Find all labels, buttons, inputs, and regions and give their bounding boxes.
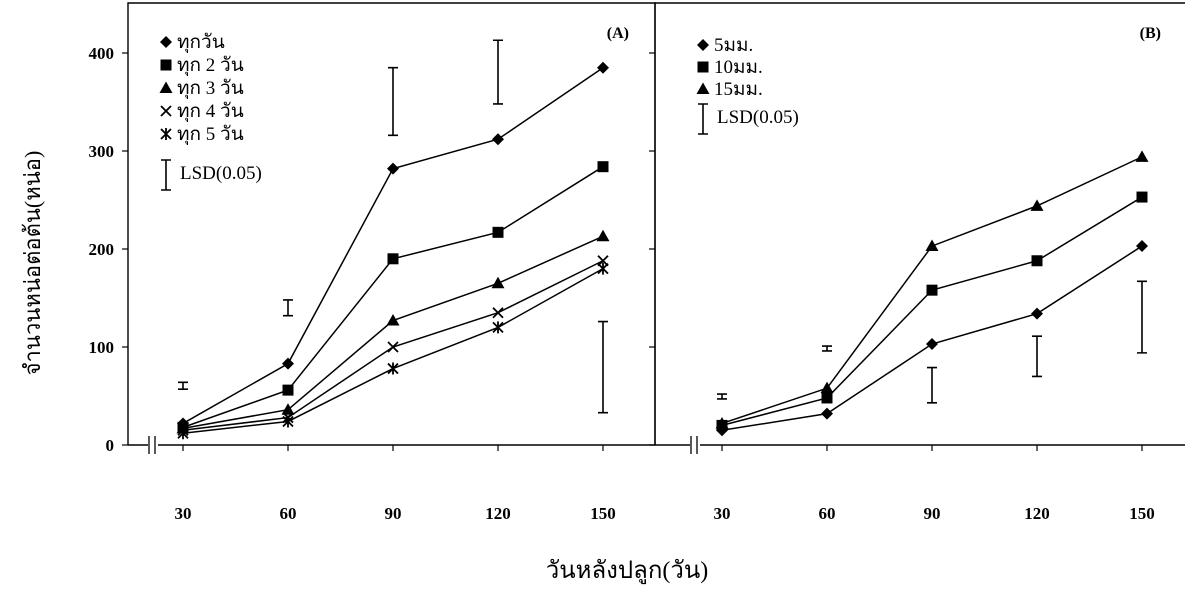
lsd-error-bar [388, 66, 398, 137]
x-tick-label: 120 [485, 504, 511, 523]
data-point [491, 276, 505, 289]
series-4 [177, 255, 609, 436]
data-point [1031, 307, 1043, 320]
y-tick-label: 200 [89, 240, 115, 259]
y-tick-label: 400 [89, 44, 115, 63]
data-point [821, 407, 833, 420]
data-point [386, 314, 400, 326]
data-point [281, 403, 295, 415]
data-point [282, 357, 294, 370]
legend-lsd-icon [161, 159, 171, 191]
data-point [387, 253, 399, 265]
series-line [182, 267, 604, 434]
data-point [597, 161, 609, 173]
panel-a: 0 100 200 300 400 30 60 90 120 150 (A) ทุกวันทุก 2 … [89, 2, 656, 523]
y-axis-label: จำนวนหน่อต่อต้น(หน่อ) [20, 151, 45, 376]
data-point [387, 362, 399, 375]
panel-b: 30 60 90 120 150 (B) 5มม.10มม.15มม. LSD(0.05) [649, 2, 1185, 523]
legend-marker [160, 128, 172, 140]
series-1 [716, 240, 1148, 437]
x-tick-label: 120 [1024, 504, 1050, 523]
data-point [926, 338, 938, 351]
legend-label: ทุก 2 วัน [177, 55, 244, 77]
x-tick-label: 150 [1129, 504, 1155, 523]
legend-marker [697, 39, 709, 51]
legend-label: 5มม. [714, 35, 753, 56]
data-point [492, 226, 504, 238]
legend-label: ทุกวัน [177, 32, 225, 54]
data-point [387, 341, 399, 353]
data-point [1135, 150, 1149, 162]
legend-marker [160, 105, 172, 117]
x-tick-label: 90 [385, 504, 402, 523]
panel-label: (A) [607, 25, 629, 42]
legend-marker [160, 59, 172, 71]
legend-label: ทุก 3 วัน [177, 78, 244, 100]
series-2 [177, 161, 609, 433]
x-tick-label: 150 [590, 504, 616, 523]
legend-marker [696, 82, 710, 94]
panel-label: (B) [1140, 25, 1161, 42]
axis-break-icon [690, 436, 698, 454]
legend-marker [697, 61, 709, 73]
lsd-error-bar [1032, 335, 1042, 378]
data-point [1136, 191, 1148, 203]
lsd-error-bar [283, 299, 293, 317]
lsd-error-bar [493, 39, 503, 105]
data-point [715, 416, 729, 429]
legend-marker [160, 36, 172, 48]
lsd-error-bar [1137, 280, 1147, 354]
data-point [1031, 255, 1043, 267]
data-point [925, 239, 939, 252]
data-point [821, 392, 833, 404]
y-tick-label: 0 [106, 436, 115, 455]
y-tick-label: 100 [89, 338, 115, 357]
data-point [387, 162, 399, 175]
data-point [282, 415, 294, 428]
x-tick-label: 30 [714, 504, 731, 523]
data-point [596, 229, 610, 242]
x-tick-label: 90 [924, 504, 941, 523]
x-tick-label: 60 [280, 504, 297, 523]
legend-label: LSD(0.05) [717, 107, 799, 128]
data-point [1030, 199, 1044, 211]
lsd-error-bar [822, 345, 832, 352]
x-tick-label: 30 [175, 504, 192, 523]
lsd-error-bar [927, 366, 937, 404]
data-point [926, 284, 938, 296]
data-point [820, 381, 834, 394]
legend-marker [159, 81, 173, 93]
lsd-error-bar [178, 381, 188, 390]
lsd-error-bar [717, 393, 727, 400]
legend-label: LSD(0.05) [180, 163, 262, 184]
series-1 [177, 61, 609, 430]
x-axis-label: วันหลังปลูก(วัน) [546, 558, 708, 585]
legend-lsd-icon [698, 103, 708, 135]
legend-label: ทุก 4 วัน [177, 101, 244, 123]
plot-frame [654, 2, 1185, 445]
series-3 [715, 150, 1149, 429]
legend-label: ทุก 5 วัน [177, 124, 244, 146]
data-point [492, 321, 504, 334]
data-point [282, 384, 294, 396]
data-point [1136, 240, 1148, 253]
series-line [182, 235, 604, 430]
data-point [597, 262, 609, 275]
lsd-error-bar [598, 320, 608, 414]
x-tick-label: 60 [819, 504, 836, 523]
y-tick-label: 300 [89, 142, 115, 161]
data-point [492, 133, 504, 146]
legend-label: 15มม. [714, 79, 763, 100]
series-5 [177, 262, 609, 440]
data-point [177, 427, 189, 440]
data-point [492, 307, 504, 319]
axis-break-icon [148, 436, 156, 454]
data-point [597, 61, 609, 74]
legend-label: 10มม. [714, 57, 763, 78]
